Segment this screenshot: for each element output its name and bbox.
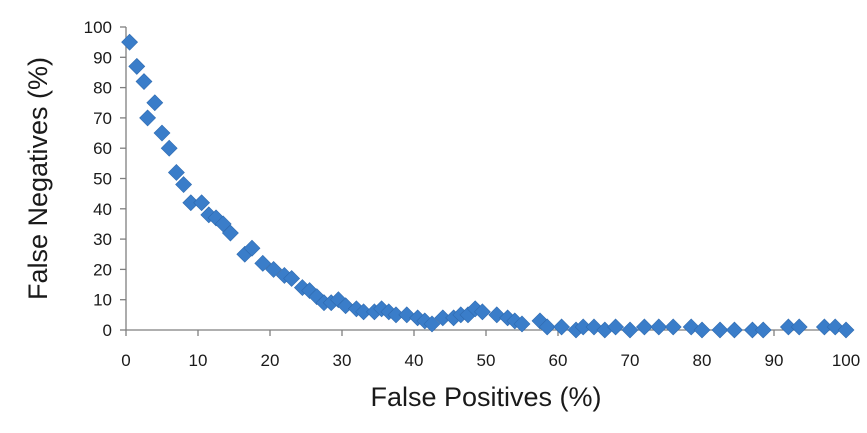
data-point bbox=[135, 73, 153, 90]
data-point bbox=[243, 239, 261, 257]
x-tick-label: 10 bbox=[189, 351, 208, 370]
y-tick-label: 40 bbox=[93, 200, 112, 219]
x-axis-title: False Positives (%) bbox=[370, 382, 601, 412]
y-tick-label: 50 bbox=[93, 170, 112, 189]
x-tick-label: 70 bbox=[621, 351, 640, 370]
x-tick-label: 50 bbox=[477, 351, 496, 370]
data-point bbox=[221, 224, 239, 242]
x-tick-label: 0 bbox=[121, 351, 130, 370]
data-point bbox=[146, 94, 164, 112]
data-point bbox=[621, 321, 639, 339]
data-point bbox=[121, 33, 139, 51]
data-point bbox=[160, 139, 178, 157]
data-point bbox=[128, 57, 146, 75]
x-tick-label: 60 bbox=[549, 351, 568, 370]
data-point bbox=[538, 318, 556, 336]
data-point bbox=[139, 109, 157, 127]
data-point bbox=[754, 321, 772, 339]
y-tick-label: 10 bbox=[93, 291, 112, 310]
y-tick-label: 90 bbox=[93, 48, 112, 67]
data-point bbox=[650, 318, 668, 336]
y-tick-label: 70 bbox=[93, 109, 112, 128]
y-tick-label: 0 bbox=[103, 321, 112, 340]
data-points bbox=[121, 33, 855, 339]
x-tick-label: 90 bbox=[765, 351, 784, 370]
x-tick-label: 80 bbox=[693, 351, 712, 370]
y-axis-title: False Negatives (%) bbox=[23, 57, 53, 300]
y-tick-label: 100 bbox=[84, 18, 112, 37]
data-point bbox=[473, 303, 491, 321]
data-point bbox=[153, 124, 171, 142]
data-point bbox=[193, 194, 211, 212]
data-point bbox=[635, 318, 653, 336]
x-axis-ticks: 0 10 20 30 40 50 60 70 80 90 100 bbox=[121, 330, 860, 370]
data-point bbox=[711, 321, 729, 339]
data-point bbox=[167, 164, 185, 181]
data-point bbox=[175, 176, 193, 193]
y-axis-ticks: 0 10 20 30 40 50 60 70 80 90 100 bbox=[84, 18, 126, 340]
data-point bbox=[513, 315, 531, 333]
x-tick-label: 40 bbox=[405, 351, 424, 370]
y-tick-label: 20 bbox=[93, 260, 112, 279]
x-tick-label: 100 bbox=[832, 351, 860, 370]
data-point bbox=[254, 254, 272, 272]
data-point bbox=[837, 321, 855, 339]
data-point bbox=[790, 318, 808, 336]
x-tick-label: 20 bbox=[261, 351, 280, 370]
data-point bbox=[725, 321, 743, 339]
data-point bbox=[693, 321, 711, 339]
data-point bbox=[553, 318, 571, 336]
x-tick-label: 30 bbox=[333, 351, 352, 370]
data-point bbox=[423, 315, 441, 333]
data-point bbox=[265, 260, 283, 278]
y-tick-label: 80 bbox=[93, 79, 112, 98]
y-tick-label: 60 bbox=[93, 139, 112, 158]
y-tick-label: 30 bbox=[93, 230, 112, 249]
data-point bbox=[607, 318, 625, 336]
data-point bbox=[283, 270, 301, 287]
data-point bbox=[664, 318, 682, 336]
